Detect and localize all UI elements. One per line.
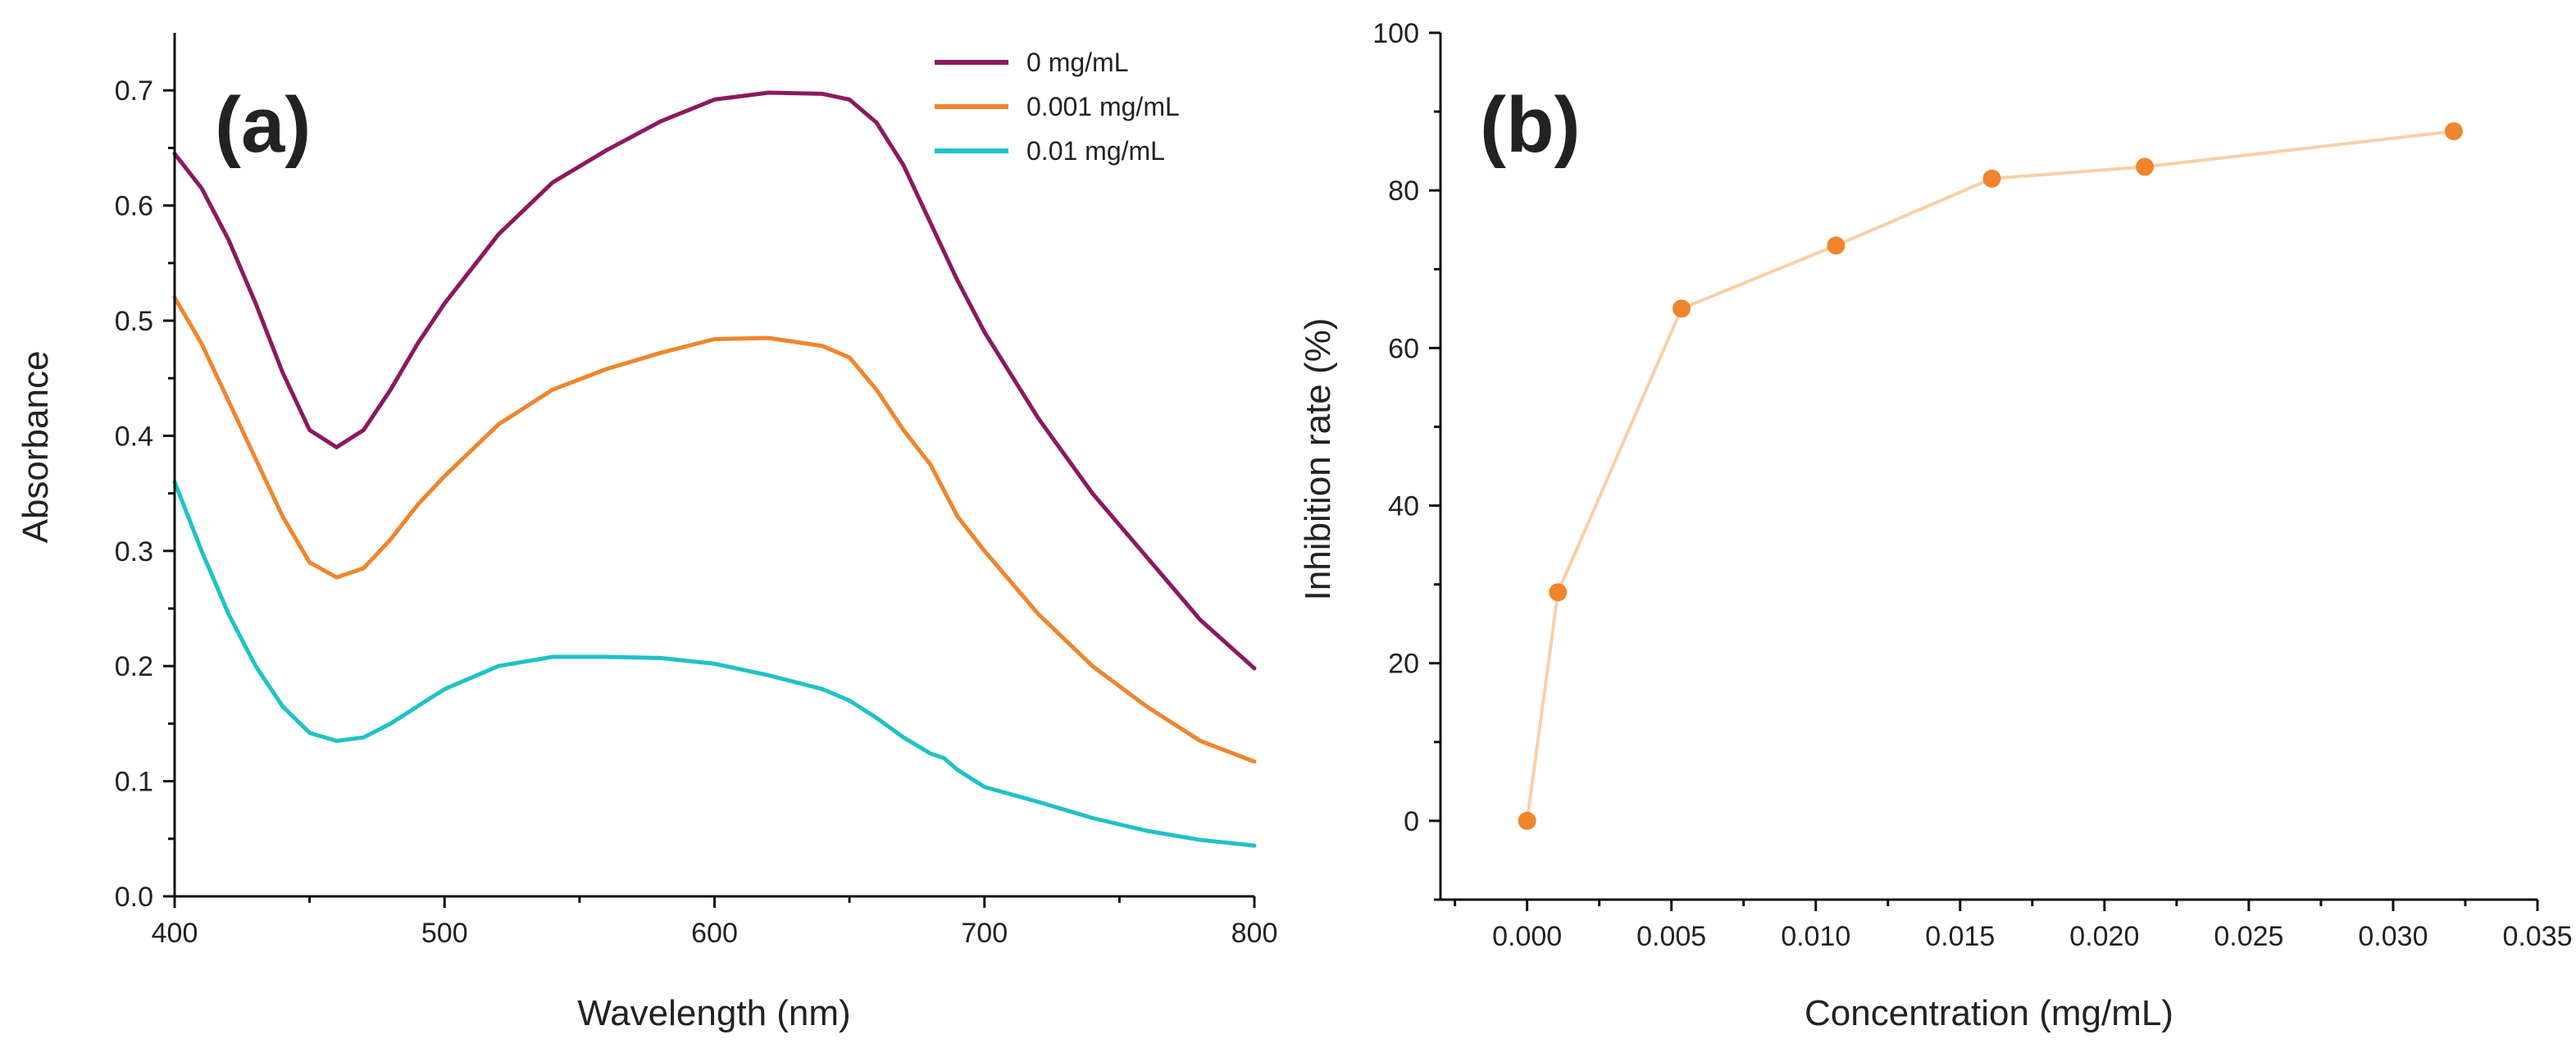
b-y-tick-label: 80 [1388,175,1419,207]
b-x-tick-label: 0.010 [1781,921,1850,952]
a-tick-group: 400 500 600 700 800 0.0 0.1 0.2 0.3 0.4 0.5 0.6 0.7 [115,75,1278,949]
b-y-tick-label: 60 [1388,333,1419,364]
b-x-axis-title: Concentration (mg/mL) [1805,993,2173,1033]
b-x-tick-label: 0.015 [1925,921,1995,952]
b-y-tick-label: 40 [1388,491,1419,522]
b-tick-group: 0.000 0.005 0.010 0.015 0.020 0.025 0.030 0.035… [1372,18,2572,952]
absorbance-series-group [172,90,1257,848]
a-y-tick-label: 0.7 [115,75,153,107]
b-x-tick-label: 0.005 [1636,921,1706,952]
absorbance-chart: 400 500 600 700 8000.00.10.20.30.40.50.60.7 … [16,33,1277,1033]
data-point [1673,299,1691,318]
legend-label-1: 0.001 mg/mL [1026,92,1180,121]
series-line-2 [172,480,1257,848]
a-y-tick-label: 0.0 [115,882,153,913]
a-x-tick-label: 400 [152,918,198,949]
legend-label-0: 0 mg/mL [1026,48,1128,77]
b-x-tick-label: 0.020 [2069,921,2139,952]
a-x-tick-label: 500 [421,918,468,949]
legend: 0 mg/mL 0.001 mg/mL 0.01 mg/mL [935,48,1180,166]
data-point [1518,811,1536,830]
a-y-tick-label: 0.6 [115,191,153,222]
a-x-tick-label: 700 [961,918,1008,949]
b-y-axis-title: Inhibition rate (%) [1298,318,1338,601]
data-point [2444,122,2463,141]
b-x-tick-label: 0.035 [2502,921,2572,952]
series-line-1 [172,295,1257,764]
data-point [1827,236,1846,255]
inhibition-line [1525,130,2455,822]
b-y-tick-label: 20 [1388,649,1419,680]
a-x-axis-title: Wavelength (nm) [577,993,850,1033]
legend-label-2: 0.01 mg/mL [1026,136,1165,166]
b-x-tick-label: 0.000 [1492,921,1562,952]
b-y-tick-label: 100 [1372,18,1419,49]
a-y-tick-label: 0.3 [115,536,153,567]
a-x-tick-label: 800 [1231,918,1278,949]
a-y-tick-label: 0.5 [115,306,153,337]
a-y-tick-label: 0.1 [115,767,153,798]
data-point [2136,157,2155,176]
panel-b-label: (b) [1480,81,1581,169]
series-line-0 [172,90,1257,671]
panel-a-label: (a) [215,81,311,169]
b-y-tick-label: 0 [1404,806,1419,837]
b-x-tick-label: 0.030 [2358,921,2428,952]
inhibition-series-group [1518,122,2463,830]
a-y-axis-title: Absorbance [16,351,56,544]
a-y-tick-label: 0.4 [115,421,153,452]
a-x-tick-label: 600 [691,918,738,949]
data-point [1982,169,2001,188]
data-point [1549,583,1568,602]
inhibition-chart: 0.000 0.005 0.010 0.015 0.020 0.025 0.030 0.035… [1298,18,2573,1033]
b-x-tick-label: 0.025 [2214,921,2283,952]
a-y-tick-label: 0.2 [115,651,153,682]
